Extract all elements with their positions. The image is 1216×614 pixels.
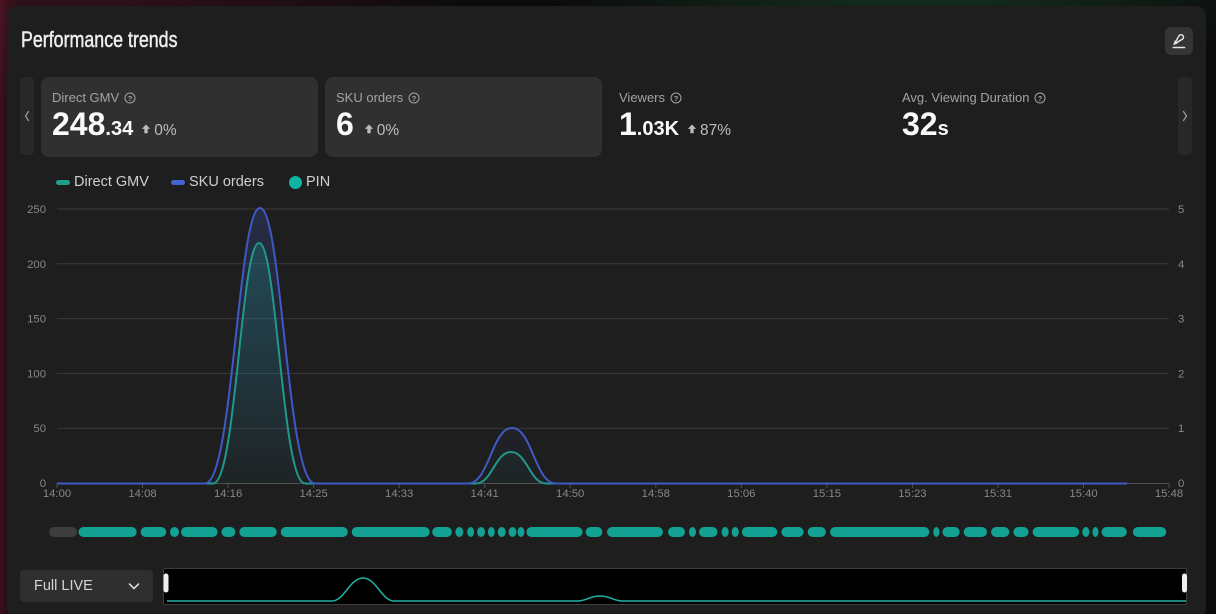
- svg-text:?: ?: [412, 93, 417, 102]
- svg-text:?: ?: [674, 93, 679, 102]
- svg-text:?: ?: [1038, 93, 1043, 102]
- svg-text:?: ?: [128, 93, 133, 102]
